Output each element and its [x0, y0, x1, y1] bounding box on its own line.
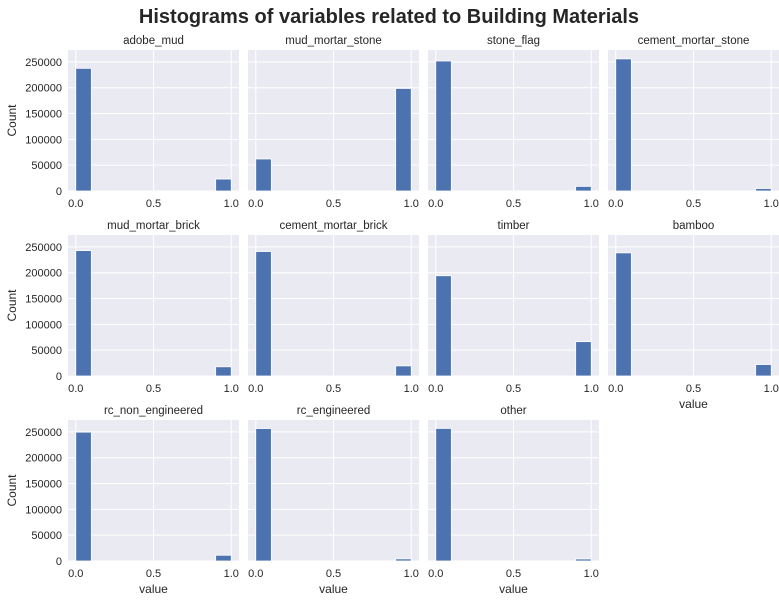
y-tick-label: 0	[56, 371, 62, 383]
y-tick-label: 100000	[25, 504, 62, 516]
histogram-bar	[615, 58, 632, 192]
x-tick-label: 1.0	[584, 198, 599, 210]
subplot-title: mud_mortar_brick	[107, 220, 200, 232]
subplot-title: rc_non_engineered	[104, 405, 203, 417]
x-tick-label: 0.0	[428, 198, 443, 210]
x-tick-label: 0.5	[506, 568, 521, 580]
y-tick-label: 250000	[25, 57, 62, 69]
x-tick-label: 0.0	[608, 198, 623, 210]
subplot-title: cement_mortar_brick	[279, 220, 387, 232]
histogram-bar	[395, 365, 412, 377]
histogram-bar	[395, 88, 412, 192]
y-tick-label: 50000	[31, 160, 62, 172]
histogram-bar	[215, 366, 232, 377]
x-tick-label: 0.5	[146, 383, 161, 395]
x-tick-label: 0.5	[146, 568, 161, 580]
subplot-title: other	[500, 405, 526, 417]
x-tick-label: 0.5	[326, 383, 341, 395]
histogram-bar	[215, 178, 232, 192]
x-axis-label: value	[319, 582, 348, 596]
histogram-bar	[755, 188, 772, 192]
x-tick-label: 0.5	[326, 198, 341, 210]
histogram-bar	[575, 186, 592, 192]
x-axis-label: value	[499, 582, 528, 596]
x-tick-label: 1.0	[404, 198, 419, 210]
x-tick-label: 0.5	[146, 198, 161, 210]
x-tick-label: 1.0	[584, 568, 599, 580]
histogram-bar	[75, 67, 92, 192]
y-tick-label: 250000	[25, 242, 62, 254]
histogram-bar	[75, 250, 92, 377]
histogram-bar	[75, 431, 92, 562]
x-tick-label: 1.0	[404, 568, 419, 580]
x-tick-label: 0.5	[686, 198, 701, 210]
histogram-bar	[215, 554, 232, 562]
histogram-bar	[255, 251, 272, 377]
figure-title: Histograms of variables related to Build…	[139, 6, 639, 28]
subplot-title: bamboo	[673, 220, 715, 232]
x-tick-label: 0.5	[506, 198, 521, 210]
y-tick-label: 250000	[25, 427, 62, 439]
y-axis-label: Count	[5, 289, 19, 322]
y-tick-label: 0	[56, 556, 62, 568]
x-tick-label: 0.0	[608, 383, 623, 395]
y-tick-label: 0	[56, 186, 62, 198]
x-tick-label: 1.0	[764, 198, 779, 210]
histogram-bar	[755, 364, 772, 377]
x-tick-label: 0.0	[428, 568, 443, 580]
x-tick-label: 1.0	[404, 383, 419, 395]
x-tick-label: 0.0	[248, 383, 263, 395]
x-tick-label: 0.0	[248, 568, 263, 580]
y-axis-label: Count	[5, 474, 19, 507]
x-tick-label: 1.0	[764, 383, 779, 395]
histogram-bar	[575, 341, 592, 377]
x-tick-label: 0.5	[506, 383, 521, 395]
histogram-bar	[435, 428, 452, 562]
y-axis-label: Count	[5, 104, 19, 137]
y-tick-label: 150000	[25, 294, 62, 306]
subplot-title: timber	[498, 220, 530, 232]
subplot-title: stone_flag	[487, 35, 540, 47]
subplot-title: rc_engineered	[297, 405, 371, 417]
histogram-bar	[615, 252, 632, 377]
x-tick-label: 0.0	[68, 198, 83, 210]
y-tick-label: 200000	[25, 453, 62, 465]
histogram-bar	[255, 428, 272, 562]
y-tick-label: 50000	[31, 530, 62, 542]
y-tick-label: 150000	[25, 109, 62, 121]
x-axis-label: value	[679, 397, 708, 411]
y-tick-label: 200000	[25, 268, 62, 280]
subplot-title: cement_mortar_stone	[638, 35, 750, 47]
x-tick-label: 0.0	[248, 198, 263, 210]
x-tick-label: 0.5	[686, 383, 701, 395]
x-tick-label: 1.0	[224, 198, 239, 210]
subplot-title: mud_mortar_stone	[285, 35, 382, 47]
histogram-bar	[435, 60, 452, 192]
x-tick-label: 1.0	[584, 383, 599, 395]
x-tick-label: 0.0	[68, 568, 83, 580]
x-axis-label: value	[139, 582, 168, 596]
y-tick-label: 100000	[25, 319, 62, 331]
subplot-title: adobe_mud	[123, 35, 184, 47]
histogram-bar	[435, 275, 452, 377]
x-tick-label: 1.0	[224, 383, 239, 395]
histogram-bar	[395, 558, 412, 562]
histogram-bar	[575, 558, 592, 562]
histogram-bar	[255, 158, 272, 192]
x-tick-label: 0.0	[428, 383, 443, 395]
y-tick-label: 50000	[31, 345, 62, 357]
x-tick-label: 0.0	[68, 383, 83, 395]
y-tick-label: 200000	[25, 83, 62, 95]
y-tick-label: 100000	[25, 134, 62, 146]
x-tick-label: 1.0	[224, 568, 239, 580]
y-tick-label: 150000	[25, 479, 62, 491]
x-tick-label: 0.5	[326, 568, 341, 580]
